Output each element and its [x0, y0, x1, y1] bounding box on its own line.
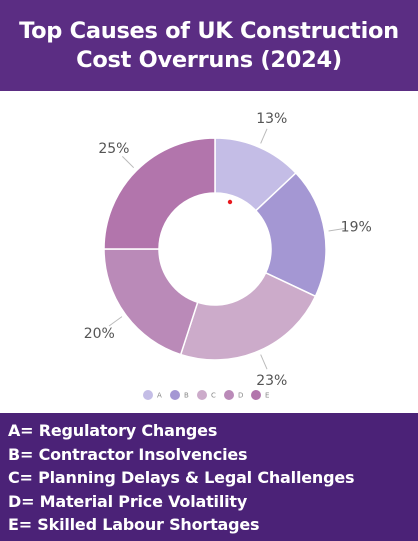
key-item-a: A= Regulatory Changes	[8, 421, 218, 440]
donut-chart: 13% 19% 23% 20% 25% A B C D E	[84, 111, 372, 400]
slice-d	[103, 248, 199, 356]
value-label-a: 13%	[256, 111, 287, 127]
legend-label-a: A	[157, 392, 162, 400]
value-label-c: 23%	[256, 373, 287, 389]
header-banner: Top Causes of UK Construction Cost Overr…	[0, 0, 418, 91]
legend-swatch-d	[224, 390, 234, 400]
slice-e	[103, 137, 216, 250]
slice-c	[179, 271, 317, 361]
legend-label-e: E	[265, 392, 269, 400]
legend-swatch-c	[197, 390, 207, 400]
chart-area: 13% 19% 23% 20% 25% A B C D E	[0, 91, 418, 413]
legend-label-b: B	[184, 392, 189, 400]
key-item-b: B= Contractor Insolvencies	[8, 444, 248, 464]
marker-dot	[227, 199, 233, 205]
value-label-b: 19%	[341, 220, 372, 236]
value-label-d: 20%	[84, 326, 115, 342]
leader-line-d	[108, 316, 123, 327]
key-item-c: C= Planning Delays & Legal Challenges	[8, 468, 355, 487]
legend-label-c: C	[211, 392, 216, 400]
slice-b	[254, 171, 327, 298]
leader-line-c	[260, 354, 268, 370]
leader-line-e	[122, 156, 135, 169]
page-title: Top Causes of UK Construction Cost Overr…	[19, 17, 399, 73]
legend-swatch-e	[251, 390, 261, 400]
value-label-e: 25%	[98, 141, 129, 157]
legend-label-d: D	[238, 392, 243, 400]
leader-line-b	[328, 228, 345, 232]
legend-swatch-b	[170, 390, 180, 400]
category-key: A= Regulatory Changes B= Contractor Inso…	[0, 413, 418, 541]
leader-line-a	[260, 128, 268, 144]
key-item-e: E= Skilled Labour Shortages	[8, 515, 260, 534]
legend-swatch-a	[143, 390, 153, 400]
key-item-d: D= Material Price Volatility	[8, 491, 248, 511]
